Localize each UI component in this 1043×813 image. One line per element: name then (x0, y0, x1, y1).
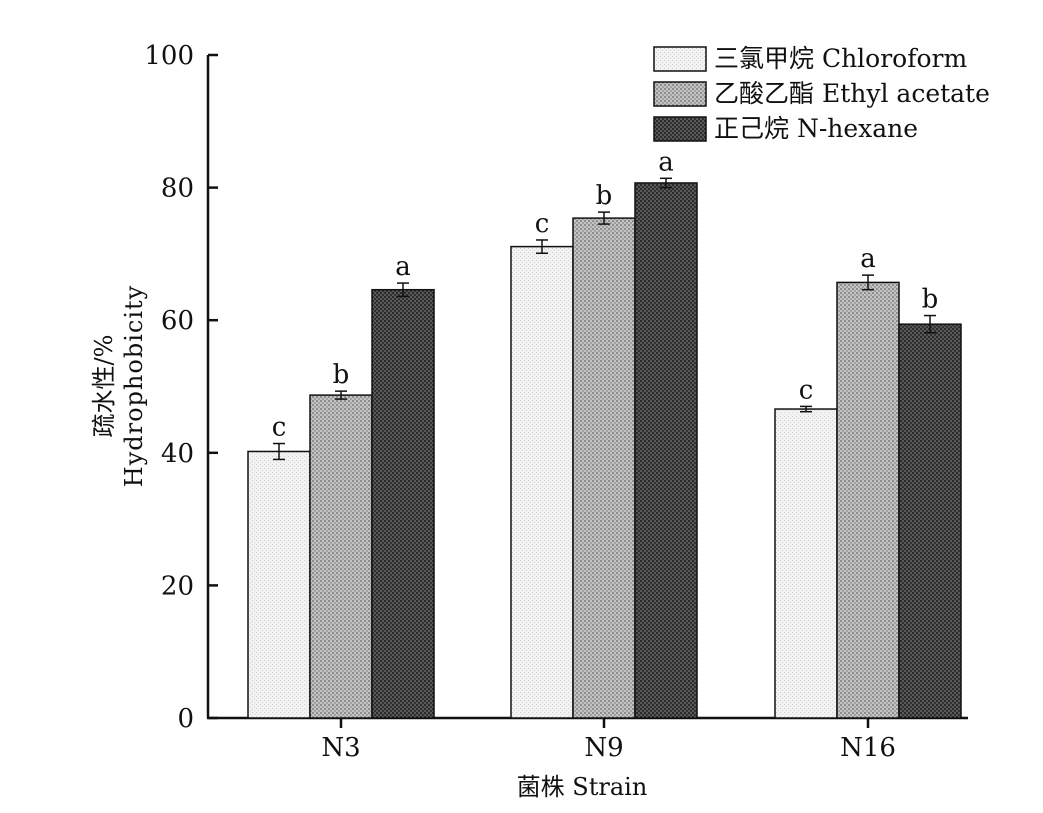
y-tick-label: 0 (177, 704, 194, 734)
y-axis-title-cn: 疏水性/% (90, 335, 118, 438)
y-tick-label: 100 (144, 41, 194, 71)
legend-item: 乙酸乙酯 Ethyl acetate (653, 79, 990, 108)
y-tick-label: 40 (161, 439, 194, 469)
bar (510, 245, 574, 719)
bar (836, 281, 900, 719)
y-tick-label: 20 (161, 571, 194, 601)
bar (309, 394, 373, 719)
legend-swatch (653, 81, 707, 107)
x-axis-title: 菌株 Strain (517, 773, 648, 801)
legend-swatch (653, 46, 707, 72)
bar (247, 450, 311, 719)
x-ticks: N3 N9 N16 (321, 718, 896, 763)
legend: 三氯甲烷 Chloroform 乙酸乙酯 Ethyl acetate 正己烷 N-h… (653, 44, 990, 143)
significance-letter: b (333, 360, 350, 390)
significance-letter: b (596, 181, 613, 211)
y-tick-label: 60 (161, 306, 194, 336)
significance-letter: b (922, 285, 939, 315)
bar (572, 217, 636, 719)
significance-letter: c (799, 375, 814, 405)
x-tick-label: N16 (840, 733, 896, 763)
legend-swatch (653, 116, 707, 142)
bar (634, 182, 698, 719)
x-tick-label: N9 (584, 733, 623, 763)
significance-letter: c (535, 209, 550, 239)
y-ticks: 0 20 40 60 80 100 (144, 41, 218, 734)
significance-letter: a (658, 147, 674, 177)
legend-label: 正己烷 N-hexane (714, 114, 918, 143)
bars: c b a c b a c a b (247, 147, 962, 719)
significance-letter: a (395, 252, 411, 282)
legend-label: 乙酸乙酯 Ethyl acetate (714, 79, 990, 108)
bar (371, 288, 435, 719)
legend-item: 正己烷 N-hexane (653, 114, 918, 143)
x-tick-label: N3 (321, 733, 360, 763)
y-tick-label: 80 (161, 174, 194, 204)
significance-letter: c (272, 413, 287, 443)
legend-item: 三氯甲烷 Chloroform (653, 44, 967, 73)
y-axis-title: 疏水性/% Hydrophobicity (90, 285, 148, 487)
bar (898, 323, 962, 719)
y-axis-title-en: Hydrophobicity (120, 285, 148, 487)
significance-letter: a (860, 244, 876, 274)
legend-label: 三氯甲烷 Chloroform (714, 44, 967, 73)
bar (774, 408, 838, 719)
